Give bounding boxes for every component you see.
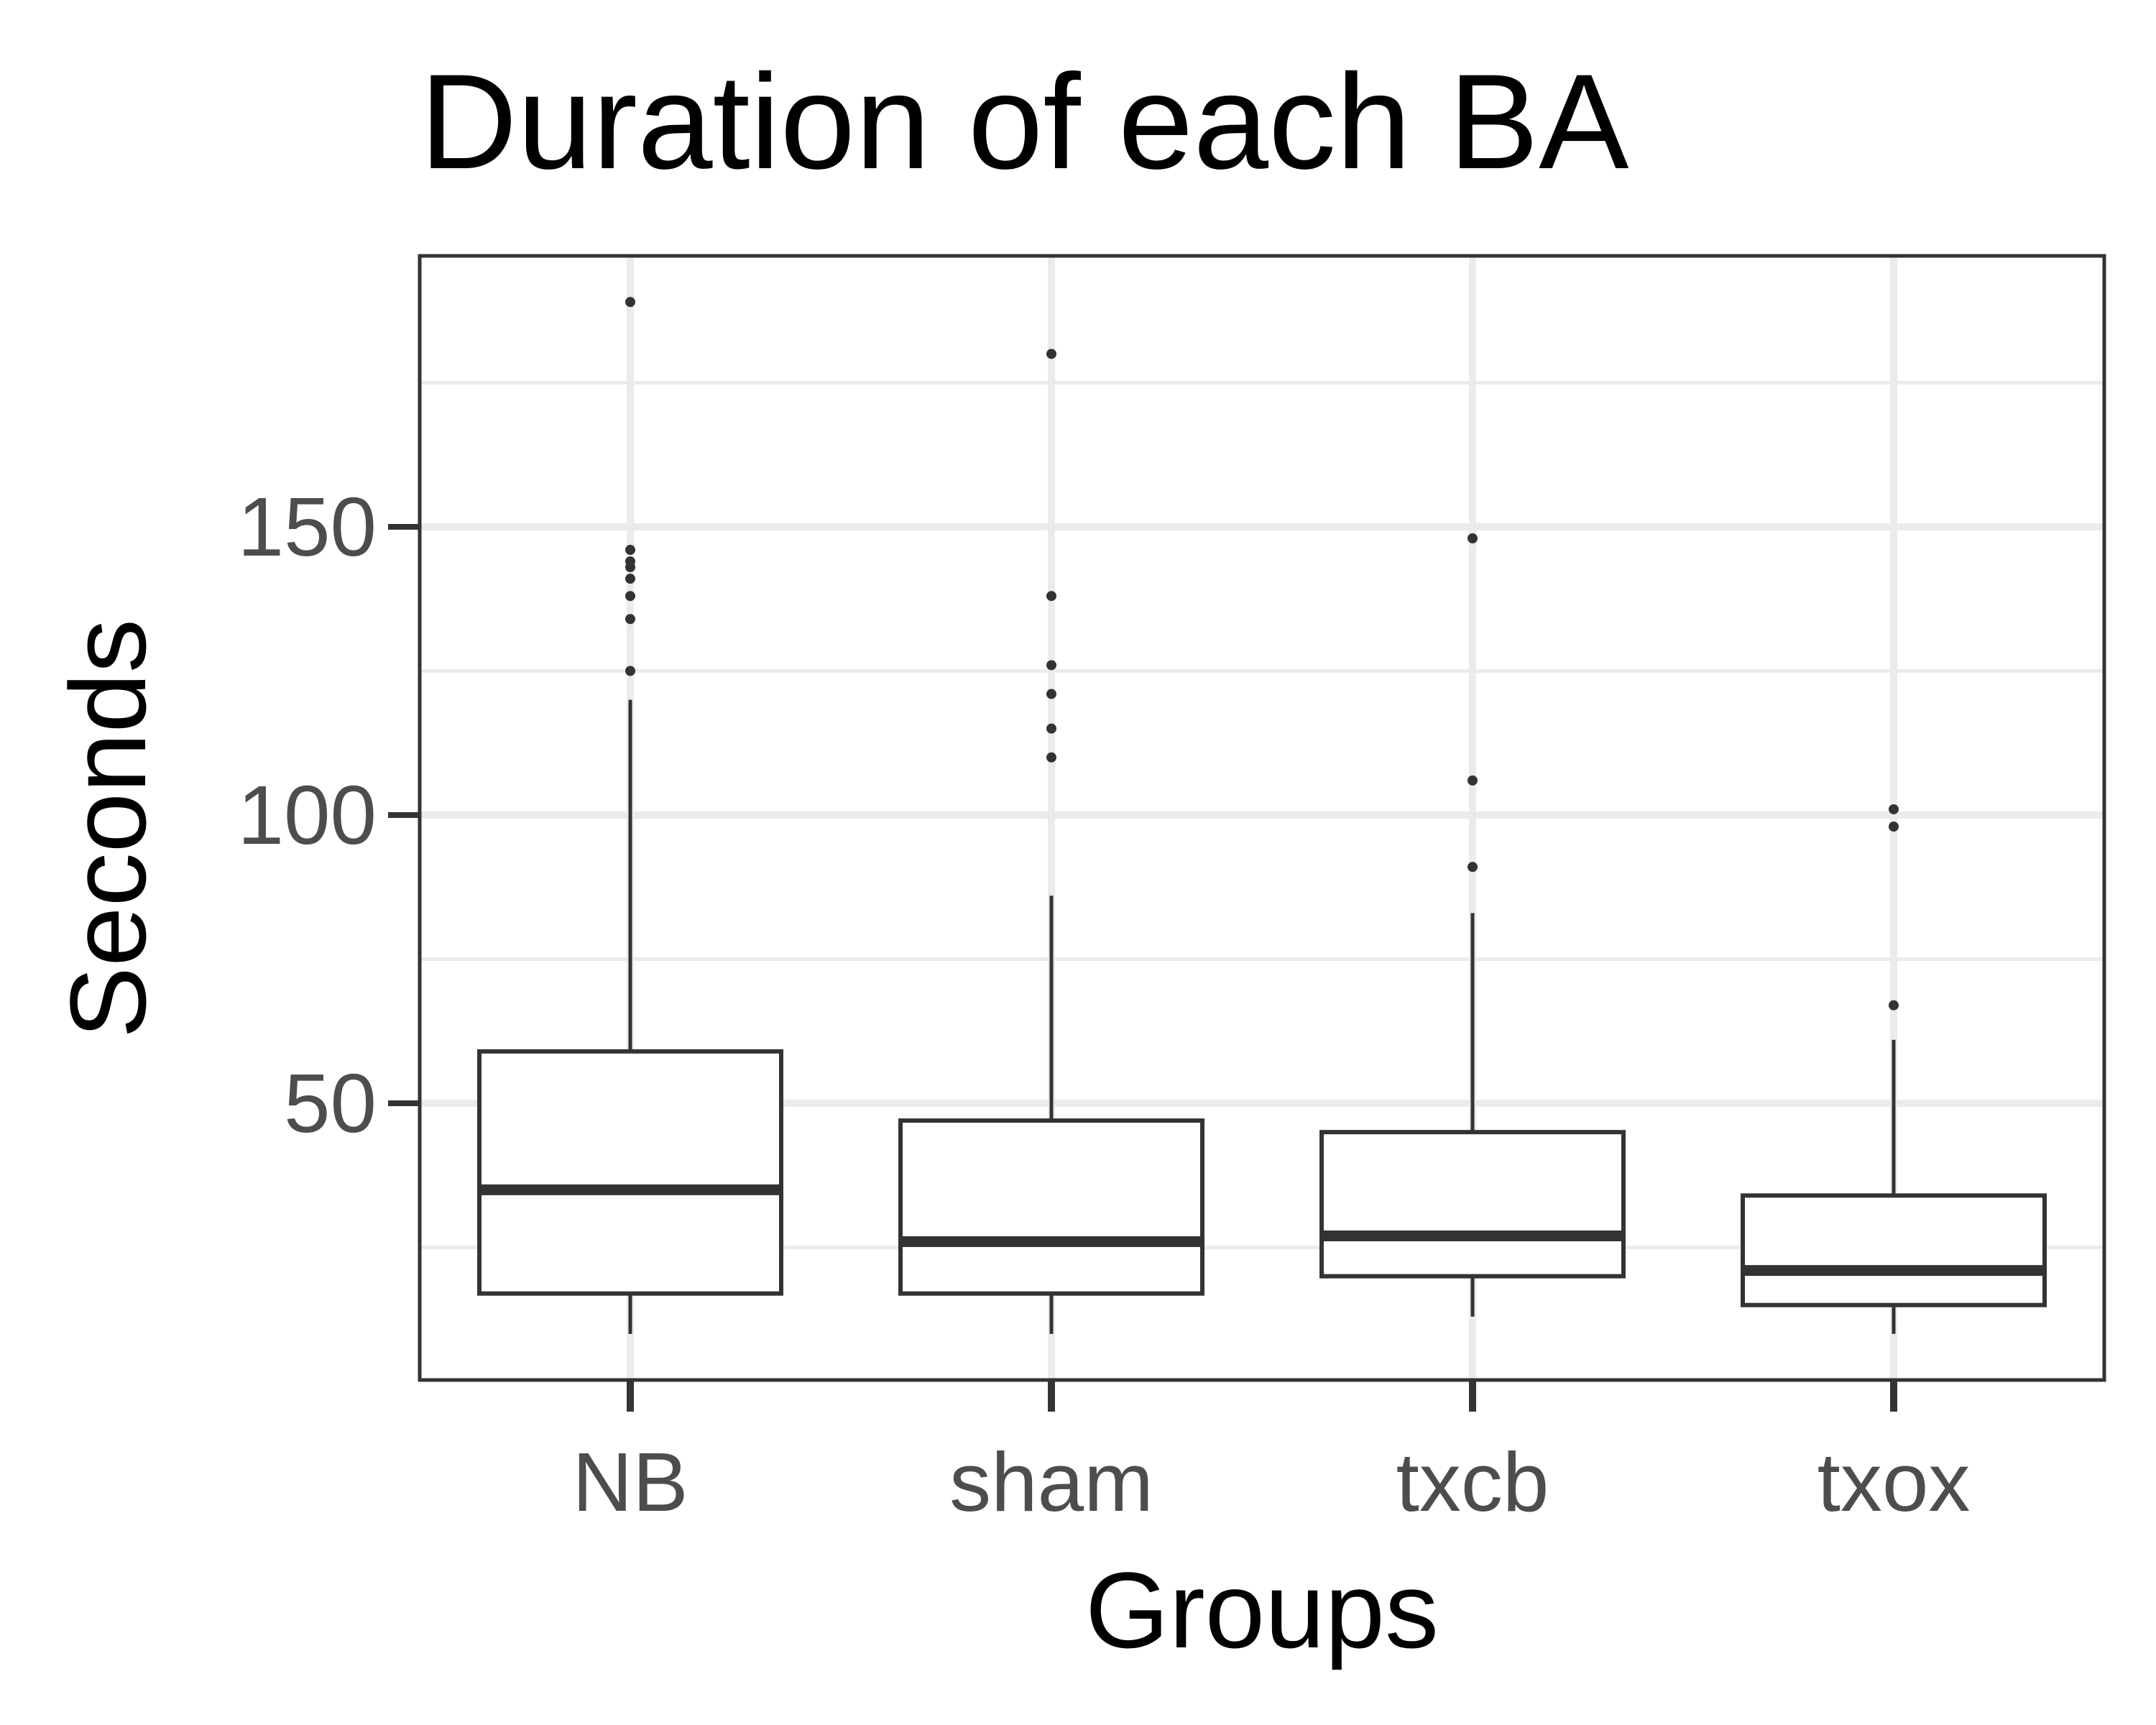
outlier-point [1046, 723, 1056, 734]
outlier-point [625, 297, 635, 308]
plot-area: 50 100 150 NB sham txcb txox [237, 254, 2106, 1529]
outlier-point [1889, 822, 1899, 832]
outlier-point [1468, 533, 1478, 544]
outlier-point [1046, 660, 1056, 671]
outlier-point [625, 591, 635, 602]
x-axis-title: Groups [1085, 1550, 1439, 1670]
x-tick-label: NB [572, 1435, 688, 1529]
y-tick-label: 50 [284, 1057, 377, 1150]
outlier-point [1889, 1000, 1899, 1011]
box-txox [1741, 1193, 2047, 1307]
box-sham [898, 1118, 1204, 1296]
box-txcb [1319, 1130, 1626, 1279]
outlier-point [1468, 775, 1478, 786]
outlier-point [625, 574, 635, 584]
outlier-point [625, 556, 635, 567]
outlier-point [625, 545, 635, 556]
outlier-point [1046, 689, 1056, 699]
x-tick-label: txcb [1396, 1435, 1549, 1529]
outlier-point [625, 666, 635, 676]
outlier-point [1046, 591, 1056, 602]
outlier-point [1889, 804, 1899, 814]
x-tick-label: txox [1818, 1435, 1971, 1529]
chart-title: Duration of each BA [420, 46, 1629, 197]
y-axis-title: Seconds [47, 619, 168, 1039]
outlier-point [1046, 752, 1056, 763]
outlier-point [1468, 862, 1478, 873]
panel-border [418, 254, 2106, 1382]
y-tick-label: 100 [237, 768, 377, 862]
y-tick-label: 150 [237, 480, 377, 574]
box-NB [477, 1049, 783, 1296]
x-tick-label: sham [949, 1435, 1153, 1529]
outlier-point [1046, 349, 1056, 359]
outlier-point [625, 614, 635, 625]
